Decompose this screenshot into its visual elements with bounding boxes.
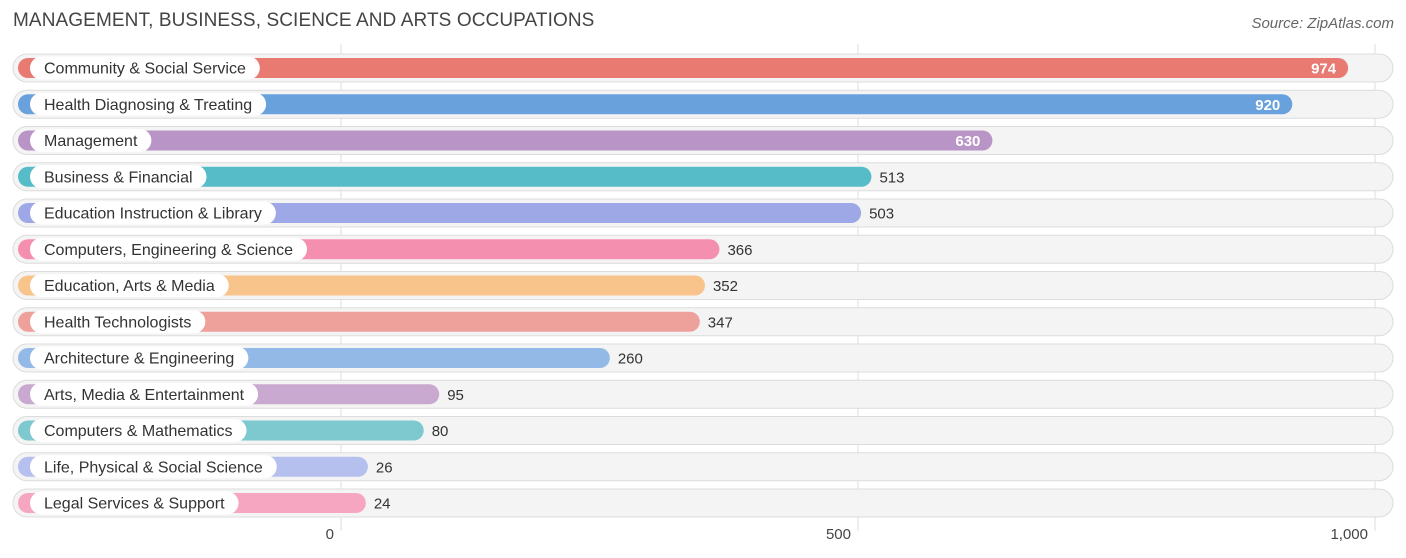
value-label: 24 (374, 496, 391, 513)
value-label: 95 (447, 387, 464, 404)
bar (18, 58, 1349, 78)
category-label-pill (30, 92, 267, 116)
bar-row: Architecture & Engineering 260 (12, 343, 1394, 373)
bar (18, 94, 1293, 115)
bar-row: Computers, Engineering & Science 366 (12, 234, 1394, 264)
category-label-pill (30, 310, 206, 334)
value-label: 630 (955, 133, 980, 150)
category-label: Business & Financial (44, 169, 193, 186)
bar-row: Legal Services & Support 24 (12, 488, 1394, 518)
value-label: 347 (708, 314, 733, 331)
bar-row: Education, Arts & Media 352 (12, 271, 1394, 300)
category-label: Management (44, 133, 138, 150)
bar-row: Education Instruction & Library 503 (12, 198, 1394, 228)
bar-row: Community & Social Service 974 (12, 53, 1394, 83)
chart-title: MANAGEMENT, BUSINESS, SCIENCE AND ARTS O… (13, 10, 595, 31)
bar-row: Computers & Mathematics 80 (12, 416, 1394, 445)
category-label: Health Technologists (44, 314, 191, 331)
category-label: Life, Physical & Social Science (44, 459, 263, 476)
bar (18, 130, 993, 151)
chart-rows: Community & Social Service 974 Health Diag… (12, 53, 1394, 518)
value-label: 80 (432, 423, 449, 440)
category-label-pill (30, 165, 207, 189)
x-tick-label: 1,000 (1330, 526, 1368, 543)
value-label: 26 (376, 459, 393, 476)
category-label-pill (30, 56, 260, 80)
category-label: Education, Arts & Media (44, 278, 215, 295)
category-label: Architecture & Engineering (44, 351, 234, 368)
bar-row: Health Diagnosing & Treating 920 (12, 89, 1394, 119)
value-label: 513 (879, 169, 904, 186)
bar-row: Health Technologists 347 (12, 307, 1394, 337)
x-tick-label: 0 (326, 526, 334, 543)
category-label-pill (30, 129, 152, 152)
bar-row: Business & Financial 513 (12, 162, 1394, 192)
bar-row: Management 630 (12, 126, 1394, 155)
bar-row: Arts, Media & Entertainment 95 (12, 379, 1394, 409)
category-label-pill (30, 346, 249, 370)
category-label: Legal Services & Support (44, 496, 225, 513)
category-label-pill (30, 382, 259, 406)
category-label-pill (30, 237, 308, 261)
value-label: 366 (727, 242, 752, 259)
value-label: 503 (869, 206, 894, 223)
category-label: Computers & Mathematics (44, 423, 233, 440)
category-label-pill (30, 201, 276, 225)
source-attribution: Source: ZipAtlas.com (1251, 15, 1394, 32)
category-label: Education Instruction & Library (44, 206, 262, 223)
category-label: Community & Social Service (44, 61, 246, 78)
category-label-pill (30, 491, 239, 515)
value-label: 974 (1311, 61, 1337, 78)
bar (18, 166, 872, 187)
category-label-pill (30, 455, 277, 479)
value-label: 352 (713, 278, 738, 295)
category-label-pill (30, 274, 229, 297)
category-label: Health Diagnosing & Treating (44, 97, 252, 114)
x-tick-label: 500 (826, 526, 851, 543)
bar-row: Life, Physical & Social Science 26 (12, 452, 1394, 482)
category-label: Computers, Engineering & Science (44, 242, 293, 259)
value-label: 920 (1255, 97, 1280, 114)
category-label-pill (30, 419, 247, 442)
value-label: 260 (618, 351, 643, 368)
category-label: Arts, Media & Entertainment (44, 387, 245, 404)
x-axis-ticks: 0 500 1,000 (326, 526, 1368, 543)
